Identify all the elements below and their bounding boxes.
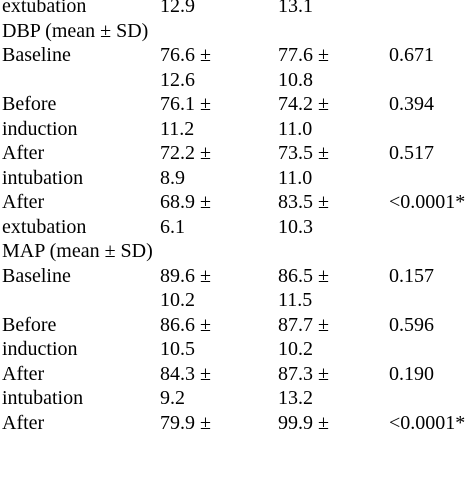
table-row: induction 10.5 10.2 (0, 337, 474, 362)
section-header-row: MAP (mean ± SD) (0, 239, 474, 264)
row-label: induction (2, 117, 78, 140)
row-label: induction (2, 338, 78, 360)
row-label: Before (2, 313, 57, 336)
p-value: 0.157 (389, 264, 434, 287)
table-row: After 84.3 ± 87.3 ± 0.190 (0, 362, 474, 387)
p-value: 0.671 (389, 44, 434, 66)
group2-value: 99.9 ± (278, 411, 329, 434)
p-value: <0.0001* (389, 411, 466, 434)
cropped-next-row (0, 467, 474, 479)
group1-value: 10.2 (160, 289, 195, 311)
row-label: intubation (2, 166, 84, 189)
section-title: DBP (mean ± SD) (2, 19, 149, 42)
group2-value: 11.5 (278, 289, 313, 311)
table-row: intubation 9.2 13.2 (0, 386, 474, 411)
p-value: 0.517 (389, 142, 434, 164)
group2-value: 13.1 (278, 0, 313, 17)
group1-value: 10.5 (160, 338, 195, 360)
section-title: MAP (mean ± SD) (2, 240, 153, 262)
group2-value: 11.0 (278, 166, 313, 189)
group2-value: 73.5 ± (278, 142, 329, 164)
p-value: 0.596 (389, 313, 434, 336)
group1-value: 72.2 ± (160, 142, 211, 164)
row-label: intubation (2, 387, 84, 409)
row-label: After (2, 362, 45, 385)
data-table: extubation 12.9 13.1 DBP (mean ± SD) Baselin… (0, 0, 474, 436)
row-label: After (2, 411, 45, 434)
group2-value: 87.3 ± (278, 362, 329, 385)
table-row: Baseline 89.6 ± 86.5 ± 0.157 (0, 264, 474, 289)
row-label: Before (2, 93, 57, 115)
group2-value: 77.6 ± (278, 44, 329, 66)
section-header-row: DBP (mean ± SD) (0, 19, 474, 44)
group1-value: 86.6 ± (160, 313, 211, 336)
row-label: After (2, 191, 45, 213)
table-row: extubation 6.1 10.3 (0, 215, 474, 240)
table-row: Before 86.6 ± 87.7 ± 0.596 (0, 313, 474, 338)
group1-value: 8.9 (160, 166, 185, 189)
table-row: After 79.9 ± 99.9 ± <0.0001* (0, 411, 474, 436)
row-label: After (2, 142, 45, 164)
table-row: 12.6 10.8 (0, 68, 474, 93)
table-row: Before 76.1 ± 74.2 ± 0.394 (0, 92, 474, 117)
group2-value: 10.2 (278, 338, 313, 360)
table-row: 10.2 11.5 (0, 288, 474, 313)
group2-value: 13.2 (278, 387, 313, 409)
table-row: Baseline 76.6 ± 77.6 ± 0.671 (0, 43, 474, 68)
table-row: After 72.2 ± 73.5 ± 0.517 (0, 141, 474, 166)
row-label: Baseline (2, 44, 71, 66)
group1-value: 76.6 ± (160, 44, 211, 66)
group2-value: 74.2 ± (278, 93, 329, 115)
table-row: induction 11.2 11.0 (0, 117, 474, 142)
row-label: extubation (2, 0, 87, 17)
group1-value: 68.9 ± (160, 191, 211, 213)
table-row: intubation 8.9 11.0 (0, 166, 474, 191)
group1-value: 11.2 (160, 117, 195, 140)
group1-value: 84.3 ± (160, 362, 211, 385)
table-row: extubation 12.9 13.1 (0, 0, 474, 19)
group1-value: 12.6 (160, 68, 195, 91)
group2-value: 11.0 (278, 117, 313, 140)
group1-value: 76.1 ± (160, 93, 211, 115)
group2-value: 86.5 ± (278, 264, 329, 287)
group1-value: 79.9 ± (160, 411, 211, 434)
group1-value: 12.9 (160, 0, 195, 17)
group1-value: 9.2 (160, 387, 185, 409)
group2-value: 83.5 ± (278, 191, 329, 213)
row-label: extubation (2, 215, 87, 238)
row-label: Baseline (2, 264, 71, 287)
group2-value: 10.3 (278, 215, 313, 238)
p-value: <0.0001* (389, 191, 466, 213)
p-value: 0.394 (389, 93, 434, 115)
group1-value: 6.1 (160, 215, 185, 238)
p-value: 0.190 (389, 362, 434, 385)
table-row: After 68.9 ± 83.5 ± <0.0001* (0, 190, 474, 215)
group1-value: 89.6 ± (160, 264, 211, 287)
group2-value: 87.7 ± (278, 313, 329, 336)
group2-value: 10.8 (278, 68, 313, 91)
